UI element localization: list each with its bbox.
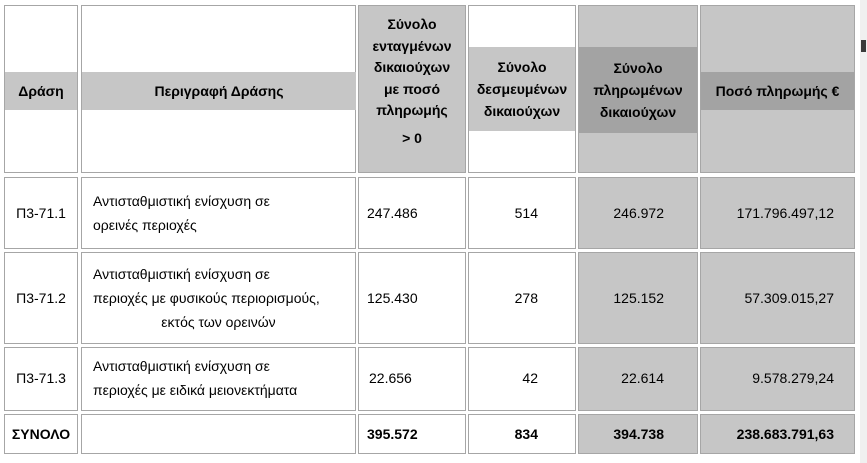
header-committed: Σύνολο δεσμευμένων δικαιούχων [469, 47, 575, 131]
table-row-3-integrated-cell: 22.656 [358, 347, 466, 411]
row-3-paid: 22.614 [621, 370, 664, 386]
header-paid-line-2: πληρωμένων [593, 82, 683, 98]
total-row-committed-cell: 834 [468, 414, 576, 454]
table-row-2-description-cell: Αντισταθμιστική ενίσχυση σε περιοχές με … [81, 252, 356, 344]
table-row-2-code-cell: Π3-71.2 [4, 252, 78, 344]
total-row-description-cell [81, 414, 356, 454]
row-1-description-line-1: Αντισταθμιστική ενίσχυση σε [93, 193, 270, 209]
row-3-committed: 42 [522, 370, 538, 386]
table-row-1-integrated-cell: 247.486 [358, 177, 466, 249]
header-cell-description: Περιγραφή Δράσης [81, 5, 356, 173]
header-integrated-line-5: πληρωμής [376, 102, 448, 118]
header-cell-integrated: Σύνολο ενταγμένων δικαιούχων με ποσό πλη… [358, 5, 466, 173]
header-cell-paid: Σύνολο πληρωμένων δικαιούχων [578, 5, 698, 173]
row-2-paid: 125.152 [613, 290, 664, 306]
row-2-code: Π3-71.2 [16, 290, 66, 306]
row-1-integrated: 247.486 [367, 205, 418, 221]
vertical-scrollbar[interactable] [860, 0, 867, 463]
row-1-description-line-2: ορεινές περιοχές [93, 217, 197, 233]
total-row-label-cell: ΣΥΝΟΛΟ [4, 414, 78, 454]
header-cell-committed: Σύνολο δεσμευμένων δικαιούχων [468, 5, 576, 173]
table-row-2-amount-cell: 57.309.015,27 [700, 252, 855, 344]
row-3-description-line-1: Αντισταθμιστική ενίσχυση σε [93, 358, 270, 374]
header-committed-line-1: Σύνολο [497, 59, 547, 75]
table-row-2-paid-cell: 125.152 [578, 252, 698, 344]
row-2-description-line-1: Αντισταθμιστική ενίσχυση σε [93, 266, 270, 282]
header-committed-line-2: δεσμευμένων [476, 81, 568, 97]
header-integrated-line-3: δικαιούχων [373, 59, 451, 75]
table-row-3-committed-cell: 42 [468, 347, 576, 411]
table-row-1-code-cell: Π3-71.1 [4, 177, 78, 249]
row-3-code: Π3-71.3 [16, 370, 66, 386]
row-1-code: Π3-71.1 [16, 205, 66, 221]
table-row-2-integrated-cell: 125.430 [358, 252, 466, 344]
table-row-3-paid-cell: 22.614 [578, 347, 698, 411]
table-row-3-amount-cell: 9.578.279,24 [700, 347, 855, 411]
total-integrated: 395.572 [367, 426, 418, 442]
total-paid: 394.738 [613, 426, 664, 442]
scrollbar-thumb[interactable] [861, 40, 866, 52]
header-integrated-line-1: Σύνολο [387, 16, 437, 32]
header-cell-amount: Ποσό πληρωμής € [700, 5, 855, 173]
header-description: Περιγραφή Δράσης [82, 72, 356, 110]
total-row-integrated-cell: 395.572 [358, 414, 466, 454]
table-row-3-code-cell: Π3-71.3 [4, 347, 78, 411]
header-amount: Ποσό πληρωμής € [701, 72, 854, 110]
header-cell-action: Δράση [4, 5, 78, 173]
total-amount: 238.683.791,63 [736, 426, 834, 442]
row-2-committed: 278 [514, 290, 538, 306]
total-committed: 834 [514, 426, 538, 442]
row-2-integrated: 125.430 [367, 290, 418, 306]
table-row-3-description-cell: Αντισταθμιστική ενίσχυση σε περιοχές με … [81, 347, 356, 411]
row-2-description-line-2: περιοχές με φυσικούς περιορισμούς, [93, 290, 320, 306]
row-3-integrated: 22.656 [369, 370, 412, 386]
row-1-paid: 246.972 [613, 205, 664, 221]
header-integrated: Σύνολο ενταγμένων δικαιούχων με ποσό πλη… [359, 6, 465, 172]
header-paid-line-1: Σύνολο [613, 60, 663, 76]
row-2-description-line-3: εκτός των ορεινών [161, 314, 276, 330]
header-committed-line-3: δικαιούχων [483, 103, 561, 119]
row-2-amount: 57.309.015,27 [744, 290, 834, 306]
header-integrated-line-4: με ποσό [383, 80, 441, 97]
row-3-description-line-2: περιοχές με ειδικά μειονεκτήματα [93, 382, 298, 398]
table-row-1-description-cell: Αντισταθμιστική ενίσχυση σε ορεινές περι… [81, 177, 356, 249]
header-action: Δράση [5, 72, 77, 110]
header-paid-line-3: δικαιούχων [599, 104, 677, 120]
table-row-1-paid-cell: 246.972 [578, 177, 698, 249]
table-row-2-committed-cell: 278 [468, 252, 576, 344]
total-label: ΣΥΝΟΛΟ [11, 426, 71, 442]
table-row-1-amount-cell: 171.796.497,12 [700, 177, 855, 249]
header-paid: Σύνολο πληρωμένων δικαιούχων [579, 47, 697, 133]
table-row-1-committed-cell: 514 [468, 177, 576, 249]
total-row-paid-cell: 394.738 [578, 414, 698, 454]
header-integrated-suffix: > 0 [402, 129, 422, 146]
row-1-amount: 171.796.497,12 [736, 205, 834, 221]
row-3-amount: 9.578.279,24 [752, 370, 834, 386]
row-1-committed: 514 [514, 205, 538, 221]
total-row-amount-cell: 238.683.791,63 [700, 414, 855, 454]
header-integrated-line-2: ενταγμένων [372, 37, 452, 54]
